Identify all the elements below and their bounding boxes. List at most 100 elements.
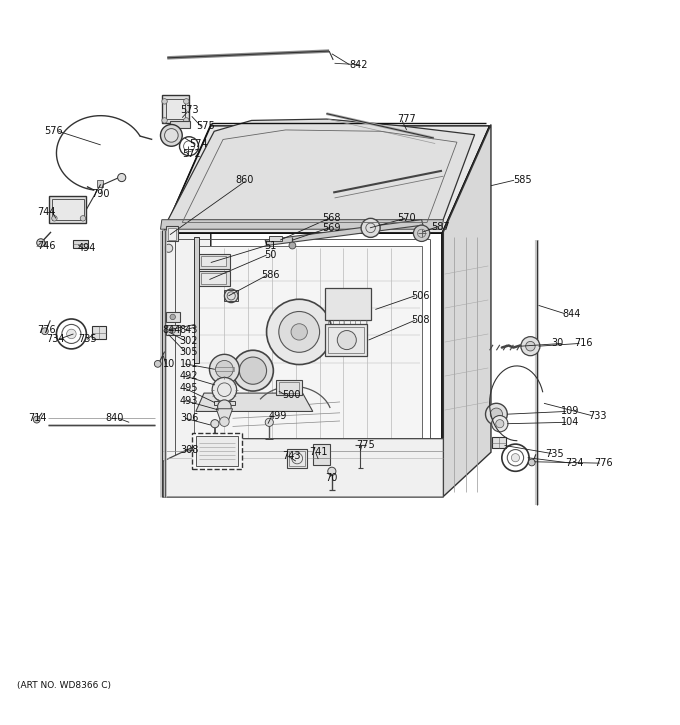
Text: 733: 733 bbox=[588, 410, 607, 420]
Circle shape bbox=[160, 125, 182, 146]
Bar bbox=[194, 236, 199, 362]
Text: 842: 842 bbox=[350, 59, 369, 70]
Circle shape bbox=[413, 225, 430, 241]
Text: 568: 568 bbox=[322, 213, 341, 223]
Text: 585: 585 bbox=[513, 175, 532, 186]
Bar bbox=[196, 436, 238, 466]
Text: 30: 30 bbox=[551, 339, 564, 349]
Bar bbox=[224, 291, 238, 302]
Text: 735: 735 bbox=[78, 334, 97, 344]
Bar bbox=[73, 240, 88, 248]
Text: 506: 506 bbox=[411, 291, 430, 301]
Text: 500: 500 bbox=[282, 390, 301, 400]
Circle shape bbox=[211, 420, 219, 428]
Circle shape bbox=[162, 117, 167, 123]
Circle shape bbox=[199, 435, 223, 460]
Bar bbox=[168, 228, 176, 240]
Circle shape bbox=[209, 355, 239, 384]
Text: 104: 104 bbox=[560, 418, 579, 427]
Circle shape bbox=[170, 328, 175, 334]
Bar bbox=[328, 327, 364, 353]
Text: 744: 744 bbox=[37, 207, 56, 217]
Bar bbox=[325, 288, 371, 320]
Text: 101: 101 bbox=[180, 359, 199, 369]
Circle shape bbox=[165, 128, 178, 142]
Text: 790: 790 bbox=[91, 188, 110, 199]
Polygon shape bbox=[216, 409, 233, 423]
Circle shape bbox=[289, 242, 296, 249]
Circle shape bbox=[337, 331, 356, 349]
Text: 50: 50 bbox=[265, 250, 277, 260]
Text: 495: 495 bbox=[180, 384, 199, 394]
Text: 570: 570 bbox=[397, 213, 416, 223]
Circle shape bbox=[154, 360, 161, 368]
Bar bbox=[313, 444, 330, 465]
Text: 844: 844 bbox=[162, 325, 181, 335]
Bar bbox=[276, 380, 302, 395]
Text: 777: 777 bbox=[397, 114, 416, 124]
Bar bbox=[192, 434, 242, 468]
Polygon shape bbox=[196, 393, 313, 412]
Circle shape bbox=[33, 416, 40, 423]
Circle shape bbox=[224, 289, 238, 302]
Circle shape bbox=[496, 420, 504, 428]
Circle shape bbox=[162, 99, 167, 104]
Bar bbox=[201, 256, 226, 266]
Circle shape bbox=[291, 324, 307, 340]
Text: 492: 492 bbox=[180, 371, 199, 381]
Text: 574: 574 bbox=[189, 138, 208, 149]
Circle shape bbox=[216, 360, 233, 378]
Circle shape bbox=[37, 239, 45, 247]
Circle shape bbox=[67, 329, 76, 339]
Text: 10: 10 bbox=[163, 359, 175, 369]
Polygon shape bbox=[214, 401, 235, 405]
Polygon shape bbox=[163, 439, 443, 497]
Bar bbox=[269, 236, 282, 241]
Circle shape bbox=[41, 328, 48, 335]
Circle shape bbox=[521, 336, 540, 356]
Circle shape bbox=[328, 467, 336, 476]
Text: 844: 844 bbox=[562, 309, 581, 318]
Bar bbox=[197, 254, 230, 269]
Circle shape bbox=[52, 215, 57, 221]
Text: 716: 716 bbox=[574, 339, 593, 349]
Polygon shape bbox=[194, 246, 422, 479]
Polygon shape bbox=[165, 119, 475, 226]
Text: 746: 746 bbox=[37, 241, 56, 251]
Text: 860: 860 bbox=[235, 175, 254, 186]
Bar bbox=[170, 121, 190, 128]
Text: 573: 573 bbox=[180, 104, 199, 115]
Bar bbox=[52, 199, 84, 220]
Text: 305: 305 bbox=[180, 347, 199, 357]
Text: 499: 499 bbox=[268, 410, 287, 420]
Text: 587: 587 bbox=[431, 222, 450, 231]
Text: 576: 576 bbox=[44, 126, 63, 136]
Polygon shape bbox=[163, 461, 442, 495]
Bar bbox=[325, 324, 367, 356]
Text: 70: 70 bbox=[326, 473, 338, 483]
Circle shape bbox=[239, 357, 267, 384]
Bar bbox=[201, 273, 226, 283]
Text: 302: 302 bbox=[180, 336, 199, 346]
Text: 51: 51 bbox=[265, 241, 277, 251]
Bar bbox=[287, 449, 307, 468]
Text: 306: 306 bbox=[180, 413, 199, 423]
Bar bbox=[166, 99, 185, 119]
Text: 775: 775 bbox=[356, 441, 375, 450]
Bar bbox=[215, 367, 234, 370]
Text: 572: 572 bbox=[182, 149, 201, 160]
Bar bbox=[166, 325, 180, 335]
Circle shape bbox=[361, 218, 380, 237]
Text: 308: 308 bbox=[180, 444, 199, 455]
Circle shape bbox=[170, 314, 175, 320]
Text: 735: 735 bbox=[545, 449, 564, 459]
Circle shape bbox=[526, 341, 535, 351]
Circle shape bbox=[165, 244, 173, 252]
Text: 741: 741 bbox=[309, 447, 328, 457]
Text: (ART NO. WD8366 C): (ART NO. WD8366 C) bbox=[17, 682, 111, 690]
Bar bbox=[197, 271, 230, 286]
Polygon shape bbox=[160, 220, 443, 229]
Bar bbox=[97, 181, 103, 187]
Circle shape bbox=[80, 215, 86, 221]
Text: 743: 743 bbox=[282, 452, 301, 461]
